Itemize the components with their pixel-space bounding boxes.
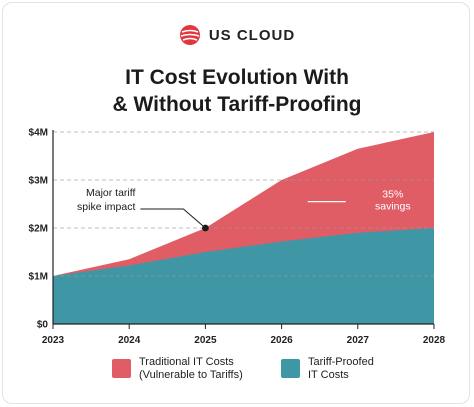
legend: Traditional IT Costs (Vulnerable to Tari… bbox=[0, 356, 474, 396]
annotation-label-savings: 35% bbox=[382, 189, 403, 201]
x-tick-label: 2026 bbox=[270, 335, 293, 346]
x-tick-label: 2028 bbox=[423, 335, 446, 346]
brand-name: US CLOUD bbox=[208, 26, 296, 44]
legend-item-tariff-proofed: Tariff-Proofed IT Costs bbox=[281, 356, 374, 382]
legend-label-tariff-proofed: Tariff-Proofed IT Costs bbox=[308, 356, 374, 381]
y-tick-label: $2M bbox=[29, 224, 48, 235]
x-tick-label: 2024 bbox=[118, 335, 141, 346]
y-tick-label: $4M bbox=[29, 128, 48, 139]
title-line-1: IT Cost Evolution With bbox=[125, 66, 349, 89]
annotation-label-spike: spike impact bbox=[77, 201, 135, 213]
annotation-leader-line bbox=[140, 208, 206, 229]
x-tick-label: 2027 bbox=[347, 335, 370, 346]
y-tick-label: $3M bbox=[29, 176, 48, 187]
x-tick-label: 2023 bbox=[42, 335, 65, 346]
chart-title: IT Cost Evolution With & Without Tariff-… bbox=[0, 64, 474, 118]
x-tick-label: 2025 bbox=[194, 335, 217, 346]
annotation-label-spike: Major tariff bbox=[86, 187, 135, 199]
legend-label-traditional: Traditional IT Costs (Vulnerable to Tari… bbox=[139, 356, 243, 381]
legend-swatch-traditional bbox=[112, 359, 131, 378]
brand-header: US CLOUD bbox=[0, 24, 474, 46]
annotation-marker bbox=[202, 224, 209, 232]
legend-item-traditional: Traditional IT Costs (Vulnerable to Tari… bbox=[112, 356, 243, 382]
y-tick-label: $1M bbox=[29, 272, 48, 283]
title-line-2: & Without Tariff-Proofing bbox=[112, 93, 362, 116]
annotation-label-savings: savings bbox=[375, 201, 411, 213]
globe-logo-icon bbox=[179, 25, 200, 45]
legend-swatch-tariff-proofed bbox=[281, 359, 300, 378]
y-tick-label: $0 bbox=[37, 320, 49, 331]
